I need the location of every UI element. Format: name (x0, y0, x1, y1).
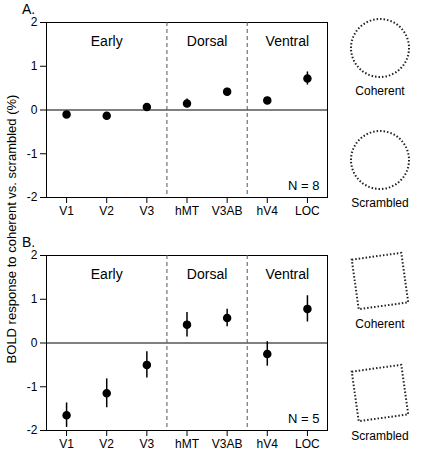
svg-text:V2: V2 (99, 437, 114, 451)
svg-text:V3: V3 (140, 204, 155, 218)
svg-text:0: 0 (31, 103, 38, 117)
svg-text:-1: -1 (27, 147, 38, 161)
html-text:Scrambled: Scrambled (351, 196, 409, 211)
svg-text:V3AB: V3AB (212, 437, 243, 451)
svg-text:N = 8: N = 8 (288, 178, 319, 193)
html-text:B.: B. (22, 234, 36, 250)
svg-text:hV4: hV4 (257, 437, 279, 451)
svg-text:Dorsal: Dorsal (187, 266, 227, 282)
svg-text:Dorsal: Dorsal (187, 33, 227, 49)
svg-text:V1: V1 (59, 204, 74, 218)
svg-text:hMT: hMT (175, 204, 200, 218)
svg-text:hMT: hMT (175, 437, 200, 451)
svg-text:Early: Early (91, 266, 123, 282)
html-text:Scrambled: Scrambled (351, 429, 409, 444)
svg-text:V2: V2 (99, 204, 114, 218)
svg-text:-2: -2 (27, 190, 38, 204)
svg-text:LOC: LOC (295, 204, 320, 218)
svg-text:-2: -2 (27, 423, 38, 437)
svg-text:1: 1 (31, 292, 38, 306)
html-text:BOLD response to coherent vs.: BOLD response to coherent vs. scrambled … (3, 94, 19, 364)
svg-text:V1: V1 (59, 437, 74, 451)
svg-text:Ventral: Ventral (266, 33, 310, 49)
svg-text:N = 5: N = 5 (288, 411, 319, 426)
svg-text:0: 0 (31, 336, 38, 350)
svg-text:Ventral: Ventral (266, 266, 310, 282)
svg-text:2: 2 (31, 248, 38, 262)
svg-text:Early: Early (91, 33, 123, 49)
svg-text:LOC: LOC (295, 437, 320, 451)
html-text:A.: A. (22, 1, 36, 17)
svg-text:hV4: hV4 (257, 204, 279, 218)
svg-text:-1: -1 (27, 380, 38, 394)
svg-text:V3: V3 (140, 437, 155, 451)
html-text:Coherent: Coherent (355, 83, 405, 98)
svg-text:1: 1 (31, 59, 38, 73)
svg-text:V3AB: V3AB (212, 204, 243, 218)
svg-text:2: 2 (31, 15, 38, 29)
html-text:Coherent: Coherent (355, 316, 405, 331)
